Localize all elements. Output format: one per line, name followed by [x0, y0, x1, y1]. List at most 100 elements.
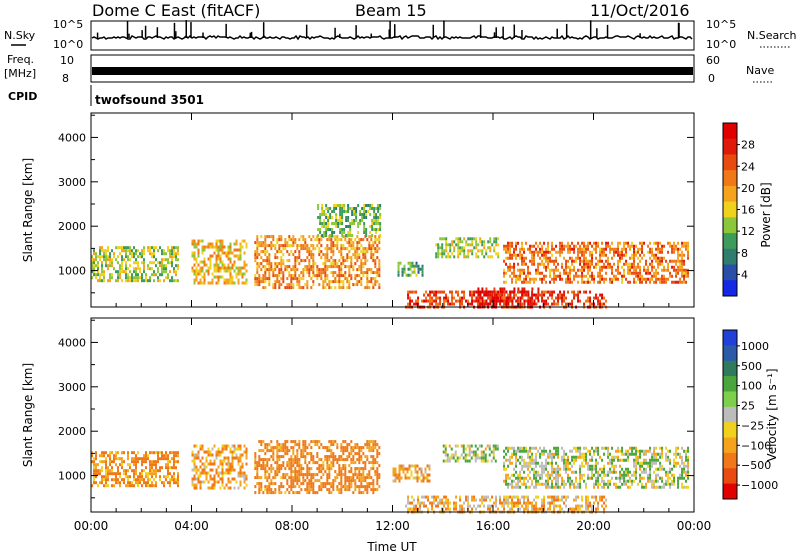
rti-cell [609, 280, 612, 284]
rti-cell [561, 262, 564, 266]
rti-cell [623, 271, 626, 275]
rti-cell [175, 246, 177, 250]
rti-cell [579, 452, 582, 456]
rti-cell [599, 299, 602, 303]
rti-cell [405, 504, 408, 508]
rti-cell [163, 258, 165, 262]
rti-cell [345, 216, 348, 220]
rti-cell [445, 243, 448, 247]
rti-cell [233, 447, 236, 451]
rti-cell [227, 269, 230, 273]
rti-cell [335, 216, 338, 220]
rti-cell [169, 279, 171, 283]
rti-cell [372, 271, 375, 275]
rti-cell [330, 449, 333, 453]
rti-cell [225, 468, 228, 472]
rti-cell [97, 264, 99, 268]
rti-cell [237, 278, 240, 282]
rti-cell [270, 479, 273, 483]
rti-cell [376, 455, 379, 459]
rti-cell [535, 473, 538, 477]
rti-cell [415, 507, 418, 511]
rti-cell [97, 463, 99, 467]
rti-cell [262, 265, 265, 269]
rti-cell [525, 274, 528, 278]
rti-cell [468, 450, 471, 454]
rti-cell [563, 293, 566, 297]
rti-cell [316, 467, 319, 471]
rti-cell [503, 479, 506, 483]
rti-cell [575, 476, 578, 480]
rti-cell [272, 467, 275, 471]
rti-cell [515, 464, 518, 468]
rti-cell [366, 274, 369, 278]
rti-cell [203, 245, 206, 249]
rti-cell [374, 241, 377, 245]
rti-cell [346, 241, 349, 245]
rti-cell [135, 270, 137, 274]
rti-cell [517, 449, 520, 453]
rti-cell [143, 258, 145, 262]
rti-cell [260, 476, 263, 480]
rti-cell [456, 459, 459, 463]
rti-cell [145, 460, 147, 464]
rti-cell [298, 476, 301, 480]
rti-cell [335, 222, 338, 226]
rti-cell [260, 440, 263, 444]
rti-cell [326, 259, 329, 263]
rti-cell [575, 470, 578, 474]
rti-cell [340, 250, 343, 254]
rti-cell [288, 271, 291, 275]
rti-cell [513, 467, 516, 471]
rti-cell [523, 446, 526, 450]
rti-cell [655, 446, 658, 450]
rti-cell [221, 483, 224, 487]
rti-cell [344, 473, 347, 477]
rti-cell [135, 454, 137, 458]
rti-cell [229, 465, 232, 469]
rti-cell [478, 456, 481, 460]
rti-cell [493, 302, 496, 306]
rti-cell [109, 276, 111, 280]
rti-cell [310, 485, 313, 489]
rti-cell [378, 247, 381, 251]
rti-cell [141, 261, 143, 265]
rti-cell [135, 276, 137, 280]
rti-cell [169, 484, 171, 488]
rti-cell [177, 267, 179, 271]
rti-cell [555, 467, 558, 471]
rti-cell [448, 444, 451, 448]
rti-cell [551, 473, 554, 477]
rti-cell [396, 476, 399, 480]
rti-cell [173, 246, 175, 250]
rti-cell [587, 262, 590, 266]
rti-cell [105, 463, 107, 467]
rti-cell [286, 488, 289, 492]
rti-cell [348, 455, 351, 459]
rti-cell [294, 277, 297, 281]
rti-cell [211, 462, 214, 466]
rti-cell [681, 476, 684, 480]
rti-cell [276, 443, 279, 447]
freq-panel: Freq. [MHz] 10 8 60 0 Nave [4, 53, 774, 85]
rti-cell [211, 447, 214, 451]
rti-cell [533, 280, 536, 284]
rti-cell [125, 469, 127, 473]
rti-cell [421, 270, 424, 274]
rti-cell [193, 456, 196, 460]
rti-cell [300, 449, 303, 453]
rti-cell [639, 461, 642, 465]
rti-cell [463, 249, 466, 253]
rti-cell [239, 453, 242, 457]
rti-cell [266, 256, 269, 260]
rti-cell [270, 235, 273, 239]
rti-cell [231, 278, 234, 282]
rti-cell [427, 495, 430, 499]
rti-cell [363, 231, 366, 235]
rti-cell [161, 457, 163, 461]
rti-cell [345, 219, 348, 223]
rti-cell [264, 265, 267, 269]
rti-cell [340, 449, 343, 453]
rti-cell [175, 273, 177, 277]
rti-cell [655, 452, 658, 456]
